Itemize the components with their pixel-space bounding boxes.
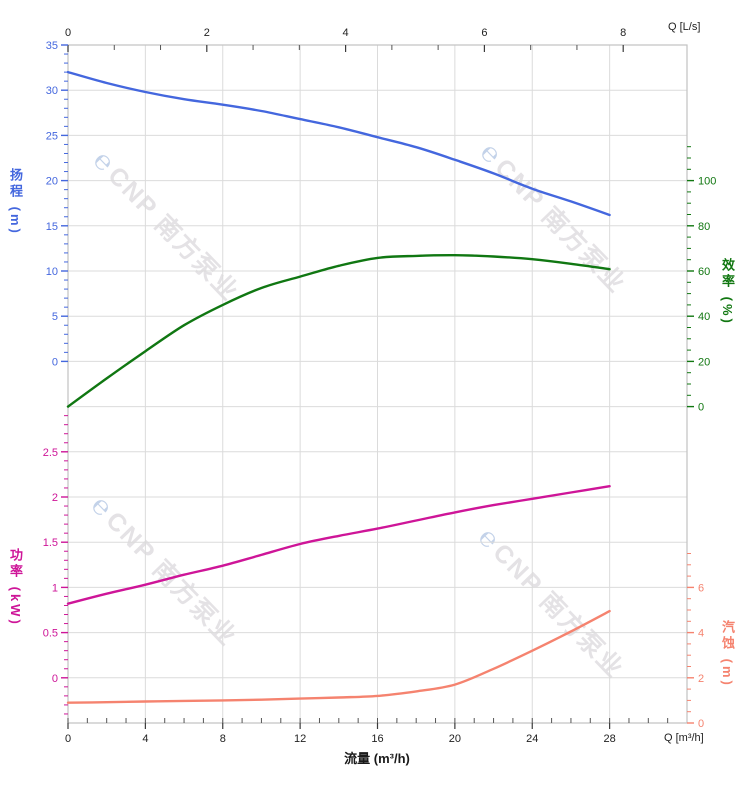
tick-label: 80: [698, 221, 710, 233]
tick-label: 5: [52, 311, 58, 323]
npsh-curve: [66, 609, 611, 704]
tick-label: 4: [698, 628, 704, 640]
tick-label: 12: [294, 733, 306, 745]
head-curve: [66, 70, 611, 217]
tick-label: 1.5: [43, 537, 58, 549]
bottom-axis: 0 4 8 12 16 20 24 28: [65, 718, 669, 745]
tick-label: 35: [46, 40, 58, 52]
tick-label: 0: [65, 733, 71, 745]
tick-label: 40: [698, 311, 710, 323]
tick-label: 0: [52, 673, 58, 685]
tick-label: 15: [46, 221, 58, 233]
efficiency-axis-ticks: 0 20 40 60 80 100: [687, 146, 716, 414]
efficiency-curve: [66, 253, 611, 408]
tick-label: 25: [46, 130, 58, 142]
tick-label: 28: [604, 733, 616, 745]
tick-label: 20: [449, 733, 461, 745]
tick-label: 6: [481, 27, 487, 39]
tick-label: 8: [620, 27, 626, 39]
flow-top-unit-label: Q [L/s]: [668, 21, 701, 33]
tick-label: 2: [204, 27, 210, 39]
tick-label: 2: [52, 492, 58, 504]
tick-label: 20: [698, 356, 710, 368]
tick-label: 60: [698, 266, 710, 278]
tick-label: 0: [698, 402, 704, 414]
tick-label: 100: [698, 176, 716, 188]
tick-label: 1: [52, 582, 58, 594]
tick-label: 2.5: [43, 447, 58, 459]
tick-label: 0.5: [43, 628, 58, 640]
tick-label: 30: [46, 85, 58, 97]
flow-bottom-unit-label: Q [m³/h]: [664, 732, 704, 744]
head-axis-title: 扬程 (m): [8, 168, 23, 236]
flow-axis-title: 流量 (m³/h): [344, 751, 410, 766]
efficiency-axis-title: 效率 (%): [720, 258, 735, 326]
power-curve: [66, 485, 611, 605]
power-axis-ticks: 2.5 2 1.5 1 0.5 0: [43, 415, 68, 715]
tick-label: 4: [142, 733, 148, 745]
top-axis: 0 2 4 6 8: [65, 27, 626, 52]
npsh-axis-ticks: 0 2 4 6: [687, 553, 704, 730]
tick-label: 16: [371, 733, 383, 745]
tick-label: 2: [698, 673, 704, 685]
npsh-axis-title: 汽蚀 (m): [720, 620, 735, 688]
tick-label: 10: [46, 266, 58, 278]
tick-label: 8: [220, 733, 226, 745]
tick-label: 20: [46, 176, 58, 188]
head-axis-ticks: 0 5 10 15 20 25 30 35: [46, 40, 68, 368]
tick-label: 0: [698, 718, 704, 730]
tick-label: 6: [698, 582, 704, 594]
power-axis-title: 功率 (kW): [8, 548, 23, 627]
grid-lines: [68, 45, 687, 723]
tick-label: 24: [526, 733, 538, 745]
tick-label: 4: [343, 27, 349, 39]
tick-label: 0: [65, 27, 71, 39]
tick-label: 0: [52, 356, 58, 368]
